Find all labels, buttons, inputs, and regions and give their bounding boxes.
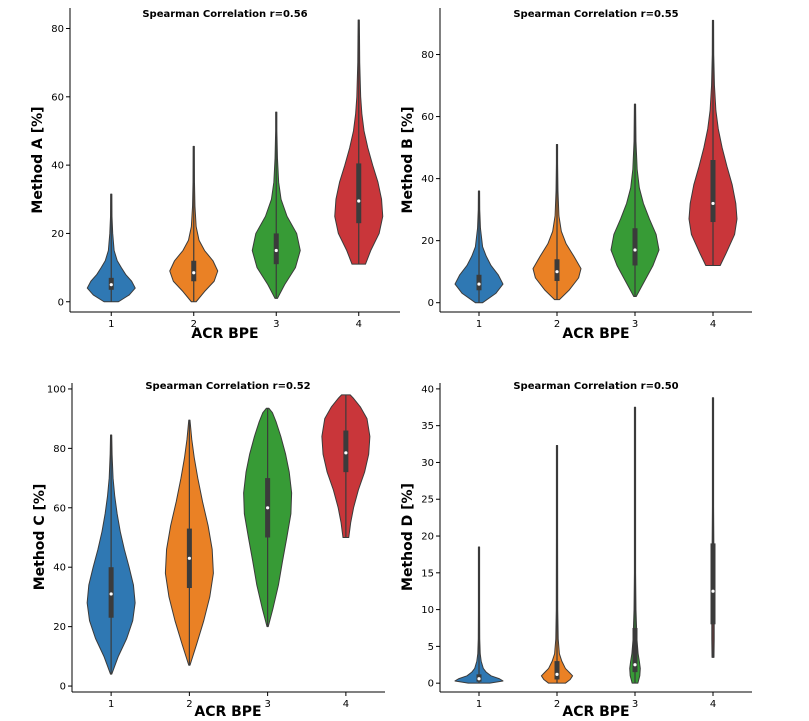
x-axis-label: ACR BPE <box>562 326 629 342</box>
x-tick-label: 1 <box>476 319 482 330</box>
x-tick-label: 3 <box>273 319 279 330</box>
chart-panel-method-b: 0 20 40 60 80 1 2 3 4 Spearman Correlation r=0.55… <box>400 8 752 342</box>
x-tick-label: 2 <box>191 319 197 330</box>
y-tick-label: 40 <box>421 174 434 185</box>
violin-median-dot <box>266 506 270 510</box>
y-tick-label: 40 <box>51 161 64 172</box>
x-tick-label: 2 <box>186 699 192 710</box>
violin-iqr-box <box>710 160 716 223</box>
y-tick-label: 20 <box>51 229 64 240</box>
x-tick-label: 3 <box>264 699 270 710</box>
y-tick-label: 35 <box>421 421 434 432</box>
x-tick-label: 2 <box>554 699 560 710</box>
y-tick-label: 60 <box>421 112 434 123</box>
y-tick-label: 0 <box>428 679 434 690</box>
y-tick-label: 15 <box>421 568 434 579</box>
chart-panel-method-a: 0 20 40 60 80 1 2 3 4 Spearman Correlation r=0.56… <box>30 8 400 342</box>
y-tick-label: 0 <box>60 682 66 693</box>
y-tick-label: 80 <box>53 444 66 455</box>
violin-iqr-box <box>632 228 638 266</box>
x-tick-label: 4 <box>343 699 349 710</box>
violin-iqr-box <box>356 163 362 224</box>
violin-iqr-box <box>554 661 560 680</box>
chart-panel-method-c: 0 20 40 60 80 100 1 2 3 4 Spearman Correlation r=0… <box>32 381 385 720</box>
x-tick-label: 1 <box>108 699 114 710</box>
violin-median-dot <box>192 271 196 275</box>
y-tick-label: 60 <box>53 503 66 514</box>
x-tick-label: 1 <box>108 319 114 330</box>
y-tick-label: 40 <box>53 563 66 574</box>
violin-iqr-box <box>273 233 279 265</box>
violin-median-dot <box>357 199 361 203</box>
y-tick-label: 20 <box>421 236 434 247</box>
violin-iqr-box <box>632 627 638 673</box>
panel-title: Spearman Correlation r=0.52 <box>145 381 310 392</box>
x-tick-label: 1 <box>476 699 482 710</box>
x-axis-label: ACR BPE <box>562 704 629 720</box>
violin-median-dot <box>555 672 559 676</box>
x-tick-label: 4 <box>356 319 362 330</box>
y-tick-label: 25 <box>421 495 434 506</box>
y-tick-label: 80 <box>421 50 434 61</box>
violin-median-dot <box>477 677 481 681</box>
violin-iqr-box <box>191 260 197 282</box>
x-tick-label: 3 <box>632 699 638 710</box>
x-axis-label: ACR BPE <box>194 704 261 720</box>
chart-panel-method-d: 0 5 10 15 20 25 30 35 40 1 2 3 4 Spearman Correlation… <box>400 381 752 720</box>
y-tick-label: 0 <box>428 298 434 309</box>
y-axis-label: Method A [%] <box>30 106 46 213</box>
violin-median-dot <box>711 201 715 206</box>
y-tick-label: 20 <box>421 532 434 543</box>
x-axis-label: ACR BPE <box>191 326 258 342</box>
violin-iqr-box <box>710 543 716 625</box>
y-tick-label: 60 <box>51 92 64 103</box>
y-tick-label: 40 <box>421 384 434 395</box>
y-tick-label: 10 <box>421 605 434 616</box>
violin-median-dot <box>633 663 637 667</box>
panel-title: Spearman Correlation r=0.50 <box>513 381 678 392</box>
y-tick-label: 80 <box>51 24 64 35</box>
x-tick-label: 2 <box>554 319 560 330</box>
x-tick-label: 3 <box>632 319 638 330</box>
violin-median-dot <box>477 282 481 286</box>
violin-median-dot <box>187 556 191 560</box>
violin-median-dot <box>344 451 348 455</box>
y-axis-label: Method C [%] <box>32 484 48 591</box>
x-tick-label: 4 <box>710 699 716 710</box>
x-tick-label: 4 <box>710 319 716 330</box>
violin-median-dot <box>555 270 559 274</box>
y-tick-label: 100 <box>47 384 66 395</box>
violin-median-dot <box>633 248 637 252</box>
violin-median-dot <box>274 248 278 253</box>
panel-title: Spearman Correlation r=0.55 <box>513 9 678 20</box>
y-tick-label: 20 <box>53 622 66 633</box>
violin-median-dot <box>109 592 113 596</box>
y-tick-label: 0 <box>58 297 64 308</box>
y-axis-label: Method B [%] <box>400 107 416 214</box>
y-tick-label: 5 <box>428 642 434 653</box>
violin-median-dot <box>711 589 715 593</box>
panel-title: Spearman Correlation r=0.56 <box>142 9 307 20</box>
y-tick-label: 30 <box>421 458 434 469</box>
violin-median-dot <box>109 283 113 287</box>
y-axis-label: Method D [%] <box>400 483 416 591</box>
